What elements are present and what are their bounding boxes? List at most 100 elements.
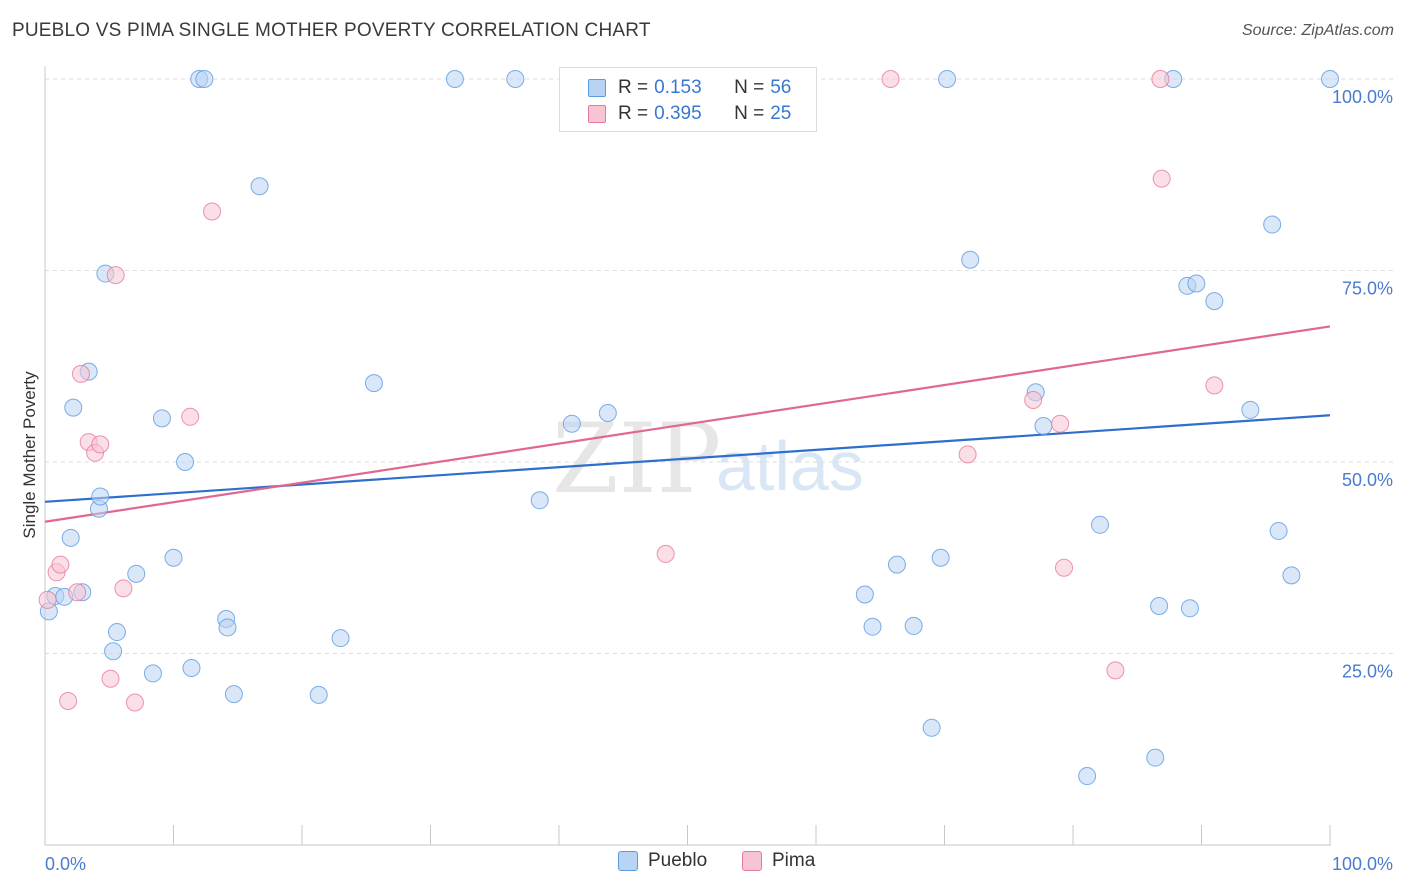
axes (44, 66, 1331, 846)
pima-point[interactable] (125, 693, 144, 712)
pima-point[interactable] (1051, 414, 1070, 433)
pima-point[interactable] (958, 445, 977, 464)
pueblo-point[interactable] (64, 398, 83, 417)
pima-point[interactable] (114, 579, 133, 598)
pima-point[interactable] (1152, 169, 1171, 188)
pueblo-point[interactable] (855, 585, 874, 604)
pueblo-point[interactable] (91, 487, 110, 506)
pueblo-point[interactable] (250, 177, 269, 196)
x-tick-labels: 0.0% 100.0% (45, 854, 1393, 874)
pueblo-point[interactable] (922, 718, 941, 737)
pueblo-point[interactable] (562, 414, 581, 433)
pueblo-point[interactable] (195, 70, 214, 88)
legend-row-pima: R = 0.395 N = 25 (588, 100, 791, 128)
pueblo-point[interactable] (1146, 748, 1165, 767)
pueblo-point[interactable] (863, 617, 882, 636)
y-tick-label: 25.0% (1342, 662, 1393, 682)
x-tick-label: 100.0% (1332, 854, 1393, 874)
y-axis-label: Single Mother Poverty (20, 371, 39, 539)
pueblo-point[interactable] (887, 555, 906, 574)
gridlines (45, 78, 1395, 654)
pima-point[interactable] (203, 202, 222, 221)
pima-swatch (588, 105, 606, 123)
pima-point[interactable] (1055, 558, 1074, 577)
source-label: Source: ZipAtlas.com (1241, 22, 1394, 39)
pueblo-point[interactable] (176, 453, 195, 471)
watermark-atlas: atlas (716, 427, 864, 505)
r-value: 0.395 (654, 103, 702, 124)
pima-legend-swatch (742, 851, 762, 871)
pueblo-point[interactable] (1263, 215, 1282, 234)
pima-point[interactable] (1106, 661, 1125, 680)
n-label: N = (734, 77, 765, 98)
pueblo-point[interactable] (104, 642, 123, 661)
pueblo-point[interactable] (1269, 521, 1288, 540)
pima-point[interactable] (1151, 70, 1170, 88)
pueblo-point[interactable] (931, 548, 950, 567)
pima-point[interactable] (181, 407, 200, 426)
pueblo-point[interactable] (445, 70, 464, 88)
pima-point[interactable] (881, 70, 900, 88)
pueblo-point[interactable] (364, 374, 383, 393)
n-value: 56 (770, 77, 792, 98)
pueblo-point[interactable] (1187, 274, 1206, 293)
pima-trend-line (44, 325, 1331, 523)
pueblo-point[interactable] (1090, 515, 1109, 534)
pueblo-legend-swatch (618, 851, 638, 871)
pueblo-point[interactable] (1150, 597, 1169, 616)
pima-point[interactable] (59, 691, 78, 710)
pima-point[interactable] (1024, 390, 1043, 409)
r-label: R = (618, 103, 649, 124)
data-points (38, 70, 1339, 786)
pueblo-point[interactable] (1180, 599, 1199, 618)
pueblo-point[interactable] (530, 491, 549, 510)
pueblo-point[interactable] (1321, 70, 1339, 88)
n-label: N = (734, 103, 765, 124)
series-legend: Pueblo Pima (0, 850, 1406, 878)
pueblo-point[interactable] (904, 616, 923, 635)
y-tick-label: 50.0% (1342, 470, 1393, 490)
pima-point[interactable] (38, 590, 57, 609)
r-value: 0.153 (654, 77, 702, 98)
legend-item-pueblo[interactable]: Pueblo (618, 850, 707, 872)
pima-point[interactable] (106, 266, 125, 285)
pueblo-point[interactable] (598, 403, 617, 422)
chart-title: PUEBLO VS PIMA SINGLE MOTHER POVERTY COR… (12, 20, 651, 41)
pueblo-point[interactable] (961, 250, 980, 269)
pueblo-point[interactable] (1034, 416, 1053, 435)
pima-point[interactable] (1205, 376, 1224, 395)
watermark: ZIP atlas (552, 403, 864, 515)
pima-point[interactable] (656, 544, 675, 563)
pueblo-trend-line (44, 414, 1331, 503)
y-tick-label: 100.0% (1332, 87, 1393, 107)
legend-item-pima[interactable]: Pima (742, 850, 815, 872)
pueblo-point[interactable] (331, 629, 350, 648)
pueblo-point[interactable] (1282, 566, 1301, 585)
pueblo-point[interactable] (143, 664, 162, 683)
pueblo-point[interactable] (309, 685, 328, 704)
pueblo-point[interactable] (152, 409, 171, 428)
pueblo-point[interactable] (938, 70, 957, 88)
pima-point[interactable] (101, 669, 120, 688)
pueblo-point[interactable] (506, 70, 525, 88)
pima-point[interactable] (51, 555, 70, 574)
pima-point[interactable] (91, 435, 110, 454)
pueblo-point[interactable] (218, 618, 237, 637)
trend-lines (44, 325, 1331, 523)
pueblo-point[interactable] (224, 685, 243, 704)
stats-legend: R = 0.153 N = 56 R = 0.395 N = 25 (559, 67, 817, 132)
pueblo-point[interactable] (127, 564, 146, 583)
pueblo-point[interactable] (164, 548, 183, 567)
pueblo-point[interactable] (182, 659, 201, 678)
pueblo-point[interactable] (1205, 292, 1224, 311)
pima-point[interactable] (71, 364, 90, 383)
x-tick-label: 0.0% (45, 854, 86, 874)
pueblo-point[interactable] (1078, 767, 1097, 786)
pueblo-point[interactable] (61, 528, 80, 547)
pueblo-point[interactable] (1241, 400, 1260, 419)
y-tick-label: 75.0% (1342, 279, 1393, 299)
y-tick-labels: 25.0% 50.0% 75.0% 100.0% (1332, 87, 1393, 682)
pima-point[interactable] (68, 583, 87, 602)
pueblo-point[interactable] (107, 623, 126, 642)
